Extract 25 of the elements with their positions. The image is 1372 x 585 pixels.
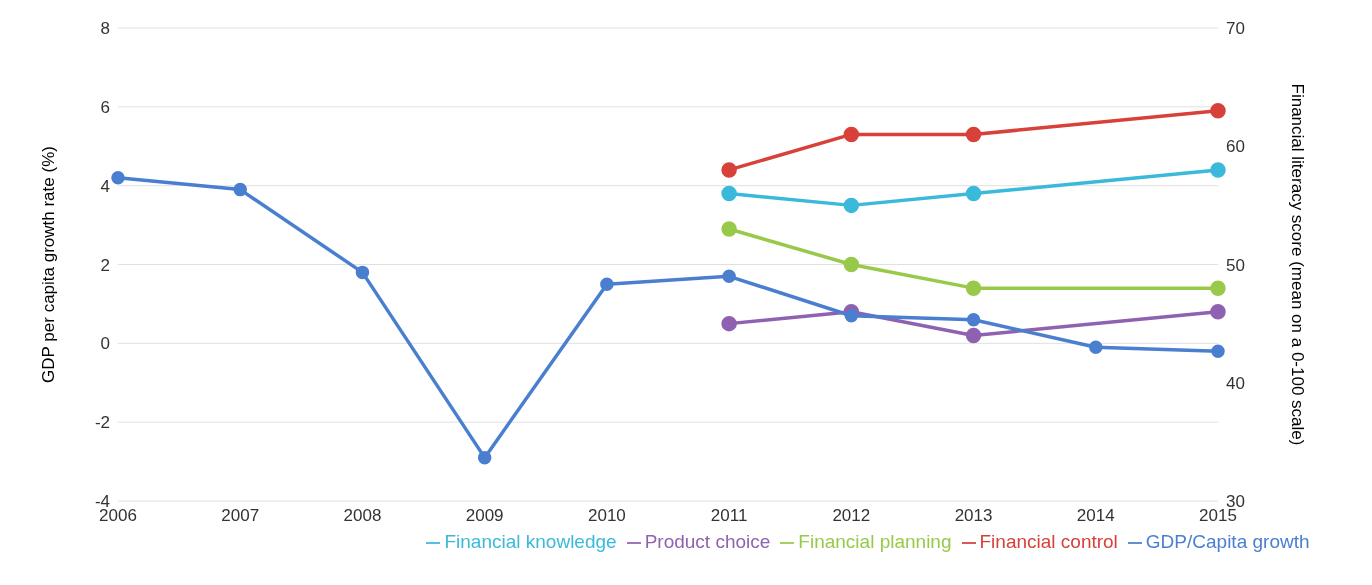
legend-label: GDP/Capita growth xyxy=(1145,531,1310,552)
x-tick-label: 2007 xyxy=(221,506,260,526)
y-axis-title: GDP per capita growth rate (%) xyxy=(39,146,59,383)
y2-axis-title: Financial literacy score (mean on a 0-100 scale) xyxy=(1287,83,1307,446)
legend-label: Financial planning xyxy=(798,531,952,552)
y-tick-label: 4 xyxy=(100,176,110,196)
y2-tick-label: 60 xyxy=(1226,137,1245,157)
legend-label: Financial control xyxy=(979,531,1118,552)
legend-label: Product choice xyxy=(644,531,771,552)
y-tick-label: 6 xyxy=(100,97,110,117)
y2-tick-label: 50 xyxy=(1226,255,1245,275)
x-tick-label: 2008 xyxy=(343,506,382,526)
y2-tick-label: 70 xyxy=(1226,19,1245,39)
x-tick-label: 2011 xyxy=(710,506,748,526)
y-tick-label: 0 xyxy=(100,334,110,354)
x-tick-label: 2013 xyxy=(954,506,993,526)
y-tick-label: 8 xyxy=(100,19,110,39)
x-tick-label: 2012 xyxy=(832,506,871,526)
y-tick-label: 2 xyxy=(100,255,110,275)
y-tick-label: -2 xyxy=(94,413,110,433)
x-tick-label: 2010 xyxy=(587,506,626,526)
x-tick-label: 2009 xyxy=(465,506,504,526)
legend-label: Financial knowledge xyxy=(444,531,617,552)
y2-tick-label: 40 xyxy=(1226,373,1245,393)
x-tick-label: 2014 xyxy=(1076,506,1115,526)
